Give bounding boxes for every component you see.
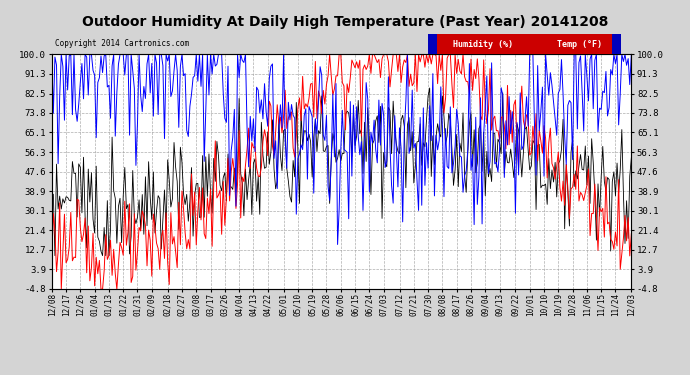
Text: Outdoor Humidity At Daily High Temperature (Past Year) 20141208: Outdoor Humidity At Daily High Temperatu… — [82, 15, 608, 29]
Text: Humidity (%): Humidity (%) — [453, 40, 513, 49]
Text: Copyright 2014 Cartronics.com: Copyright 2014 Cartronics.com — [55, 39, 189, 48]
Text: Temp (°F): Temp (°F) — [557, 40, 602, 49]
